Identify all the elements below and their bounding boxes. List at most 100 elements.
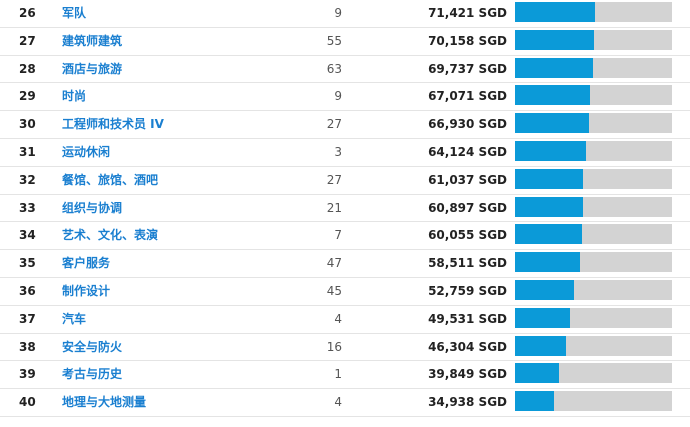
salary-bar xyxy=(515,252,672,273)
average-salary: 39,849 SGD xyxy=(428,367,507,382)
rank-number: 30 xyxy=(19,117,36,132)
salary-bar-fill xyxy=(515,57,593,78)
rank-number: 29 xyxy=(19,89,36,104)
table-row: 27 建筑师建筑 55 70,158 SGD xyxy=(0,28,690,56)
average-salary: 46,304 SGD xyxy=(428,339,507,354)
salary-bar xyxy=(515,391,672,412)
table-row: 33 组织与协调 21 60,897 SGD xyxy=(0,195,690,223)
category-link[interactable]: 军队 xyxy=(62,6,87,20)
rank-number: 39 xyxy=(19,367,36,382)
average-salary: 69,737 SGD xyxy=(428,61,507,76)
sample-count: 16 xyxy=(326,339,342,354)
salary-bar-fill xyxy=(515,391,554,412)
average-salary: 70,158 SGD xyxy=(428,33,507,48)
category-link[interactable]: 建筑师建筑 xyxy=(62,33,123,48)
average-salary: 66,930 SGD xyxy=(428,117,507,132)
salary-bar xyxy=(515,224,672,245)
average-salary: 60,055 SGD xyxy=(428,228,507,243)
category-link[interactable]: 时尚 xyxy=(62,89,87,104)
category-link[interactable]: 地理与大地测量 xyxy=(62,395,147,410)
salary-bar xyxy=(515,335,672,356)
salary-bar-fill xyxy=(515,168,583,189)
salary-bar-fill xyxy=(515,224,582,245)
rank-number: 27 xyxy=(19,33,36,48)
sample-count: 45 xyxy=(326,283,342,298)
category-link[interactable]: 制作设计 xyxy=(62,283,111,298)
rank-number: 32 xyxy=(19,172,36,187)
table-row: 29 时尚 9 67,071 SGD xyxy=(0,83,690,112)
category-link[interactable]: 考古与历史 xyxy=(62,367,123,382)
salary-bar-fill xyxy=(515,363,560,384)
rank-number: 36 xyxy=(19,283,36,298)
sample-count: 3 xyxy=(334,144,342,159)
salary-bar xyxy=(515,29,672,50)
salary-ranking-table: 26 军队 9 71,421 SGD 27 建筑师建筑 55 70,158 SGD 28 酒店与旅… xyxy=(0,0,690,417)
rank-number: 38 xyxy=(19,339,36,354)
category-link[interactable]: 餐馆、旅馆、酒吧 xyxy=(62,172,159,187)
category-link[interactable]: 安全与防火 xyxy=(62,339,123,354)
category-link[interactable]: 酒店与旅游 xyxy=(62,61,123,76)
salary-bar-fill xyxy=(515,279,574,300)
sample-count: 7 xyxy=(334,228,342,243)
average-salary: 34,938 SGD xyxy=(428,395,507,410)
salary-bar-fill xyxy=(515,140,587,161)
average-salary: 60,897 SGD xyxy=(428,200,507,215)
sample-count: 9 xyxy=(334,6,342,20)
salary-bar xyxy=(515,85,672,106)
average-salary: 71,421 SGD xyxy=(428,6,507,20)
table-row: 26 军队 9 71,421 SGD xyxy=(0,0,690,28)
salary-bar-fill xyxy=(515,113,590,134)
sample-count: 9 xyxy=(334,89,342,104)
salary-bar-fill xyxy=(515,307,571,328)
category-link[interactable]: 工程师和技术员 IV xyxy=(62,117,164,132)
table-row: 37 汽车 4 49,531 SGD xyxy=(0,306,690,334)
table-row: 39 考古与历史 1 39,849 SGD xyxy=(0,361,690,390)
category-link[interactable]: 汽车 xyxy=(62,311,87,326)
table-row: 28 酒店与旅游 63 69,737 SGD xyxy=(0,56,690,84)
rank-number: 34 xyxy=(19,228,36,243)
category-link[interactable]: 组织与协调 xyxy=(62,200,123,215)
category-link[interactable]: 客户服务 xyxy=(62,256,111,271)
salary-bar-fill xyxy=(515,2,596,22)
table-row: 34 艺术、文化、表演 7 60,055 SGD xyxy=(0,222,690,251)
salary-bar xyxy=(515,196,672,217)
table-row: 40 地理与大地测量 4 34,938 SGD xyxy=(0,389,690,417)
rank-number: 40 xyxy=(19,395,36,410)
category-link[interactable]: 运动休闲 xyxy=(62,144,111,159)
sample-count: 27 xyxy=(326,117,342,132)
table-row: 38 安全与防火 16 46,304 SGD xyxy=(0,334,690,362)
sample-count: 55 xyxy=(326,33,342,48)
salary-bar-fill xyxy=(515,252,581,273)
category-link[interactable]: 艺术、文化、表演 xyxy=(62,228,159,243)
sample-count: 47 xyxy=(326,256,342,271)
rank-number: 28 xyxy=(19,61,36,76)
rank-number: 33 xyxy=(19,200,36,215)
rank-number: 37 xyxy=(19,311,36,326)
average-salary: 64,124 SGD xyxy=(428,144,507,159)
sample-count: 4 xyxy=(334,395,342,410)
table-row: 30 工程师和技术员 IV 27 66,930 SGD xyxy=(0,111,690,139)
salary-bar xyxy=(515,113,672,134)
salary-bar-fill xyxy=(515,29,594,50)
rank-number: 35 xyxy=(19,256,36,271)
average-salary: 58,511 SGD xyxy=(428,256,507,271)
average-salary: 61,037 SGD xyxy=(428,172,507,187)
sample-count: 63 xyxy=(326,61,342,76)
salary-bar xyxy=(515,57,672,78)
salary-bar xyxy=(515,2,672,22)
salary-bar-fill xyxy=(515,85,590,106)
table-row: 32 餐馆、旅馆、酒吧 27 61,037 SGD xyxy=(0,167,690,195)
salary-bar xyxy=(515,363,672,384)
table-row: 35 客户服务 47 58,511 SGD xyxy=(0,250,690,278)
salary-bar xyxy=(515,307,672,328)
salary-bar-fill xyxy=(515,196,583,217)
sample-count: 27 xyxy=(326,172,342,187)
salary-bar-fill xyxy=(515,335,567,356)
average-salary: 67,071 SGD xyxy=(428,89,507,104)
table-row: 31 运动休闲 3 64,124 SGD xyxy=(0,139,690,167)
sample-count: 1 xyxy=(334,367,342,382)
sample-count: 21 xyxy=(326,200,342,215)
average-salary: 49,531 SGD xyxy=(428,311,507,326)
table-row: 36 制作设计 45 52,759 SGD xyxy=(0,278,690,306)
rank-number: 31 xyxy=(19,144,36,159)
